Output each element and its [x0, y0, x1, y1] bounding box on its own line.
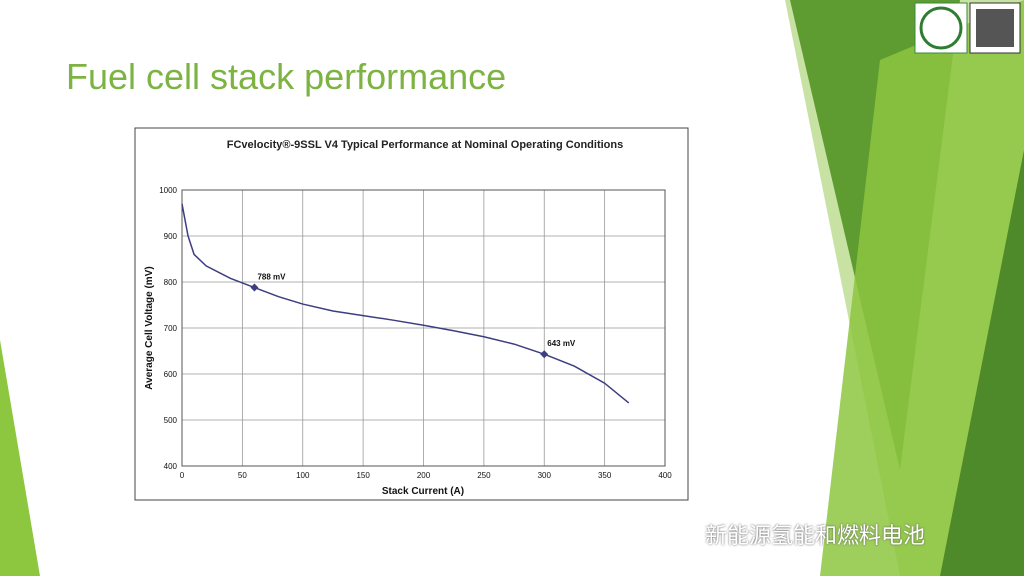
marker [250, 283, 259, 292]
y-tick-label: 500 [164, 416, 178, 425]
x-tick-label: 100 [296, 471, 310, 480]
x-tick-label: 300 [538, 471, 552, 480]
y-tick-label: 1000 [159, 186, 177, 195]
annotation: 788 mV [257, 273, 286, 282]
y-tick-label: 800 [164, 278, 178, 287]
x-axis-label: Stack Current (A) [382, 486, 464, 497]
x-tick-label: 50 [238, 471, 247, 480]
slide-title: Fuel cell stack performance [66, 56, 507, 97]
deco [940, 150, 1024, 576]
annotation: 643 mV [547, 339, 576, 348]
x-tick-label: 0 [180, 471, 185, 480]
chart-title: FCvelocity®-9SSL V4 Typical Performance … [226, 139, 624, 151]
y-tick-label: 600 [164, 370, 178, 379]
watermark: 新能源氢能和燃料电池 [705, 523, 926, 548]
x-tick-label: 400 [658, 471, 672, 480]
qr-code [976, 9, 1014, 47]
marker [540, 350, 549, 359]
deco [0, 340, 40, 576]
logo [914, 2, 968, 54]
chart-frame [134, 127, 689, 501]
x-tick-label: 350 [598, 471, 612, 480]
logo [919, 6, 963, 50]
y-tick-label: 900 [164, 232, 178, 241]
x-tick-label: 250 [477, 471, 491, 480]
plot-area [181, 189, 666, 467]
y-axis-label: Average Cell Voltage (mV) [144, 266, 155, 389]
x-tick-label: 200 [417, 471, 431, 480]
y-tick-label: 700 [164, 324, 178, 333]
x-tick-label: 150 [356, 471, 370, 480]
y-tick-label: 400 [164, 462, 178, 471]
